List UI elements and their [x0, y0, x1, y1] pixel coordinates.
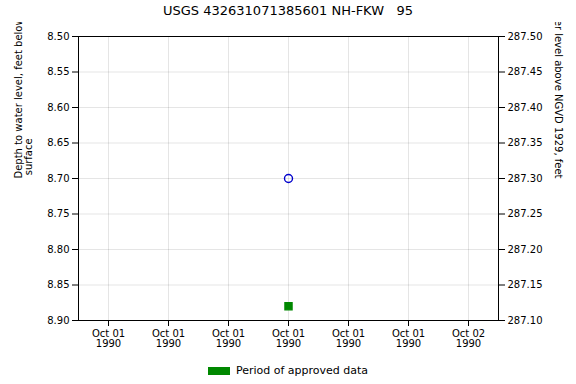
- svg-text:8.65: 8.65: [47, 137, 69, 148]
- svg-text:287.10: 287.10: [508, 315, 543, 326]
- svg-text:Oct 011990: Oct 011990: [332, 328, 365, 349]
- svg-text:287.35: 287.35: [508, 137, 543, 148]
- svg-text:287.50: 287.50: [508, 31, 543, 42]
- svg-text:287.30: 287.30: [508, 173, 543, 184]
- svg-text:8.70: 8.70: [47, 173, 69, 184]
- svg-text:8.75: 8.75: [47, 208, 69, 219]
- svg-text:287.45: 287.45: [508, 66, 543, 77]
- svg-text:Oct 011990: Oct 011990: [212, 328, 245, 349]
- svg-text:287.15: 287.15: [508, 279, 543, 290]
- svg-text:8.60: 8.60: [47, 102, 69, 113]
- svg-text:Oct 011990: Oct 011990: [272, 328, 305, 349]
- svg-text:Oct 011990: Oct 011990: [92, 328, 125, 349]
- html-text:Period of approved data: Period of approved data: [235, 364, 369, 377]
- svg-text:287.25: 287.25: [508, 208, 543, 219]
- svg-text:287.40: 287.40: [508, 102, 543, 113]
- html-text:USGS 432631071385601 NH-FKW 95: USGS 432631071385601 NH-FKW 95: [163, 3, 413, 18]
- svg-text:Oct 021990: Oct 021990: [452, 328, 485, 349]
- svg-text:8.50: 8.50: [47, 31, 69, 42]
- svg-text:8.90: 8.90: [47, 315, 69, 326]
- svg-text:8.55: 8.55: [47, 66, 69, 77]
- svg-text:Oct 011990: Oct 011990: [392, 328, 425, 349]
- svg-text:Groundwater level above NGVD 1: Groundwater level above NGVD 1929, feet: [553, 22, 564, 179]
- svg-text:287.20: 287.20: [508, 244, 543, 255]
- svg-text:8.85: 8.85: [47, 279, 69, 290]
- svg-text:Oct 011990: Oct 011990: [152, 328, 185, 349]
- svg-text:8.80: 8.80: [47, 244, 69, 255]
- svg-text:Depth to water level, feet bel: Depth to water level, feet below land su…: [13, 22, 34, 179]
